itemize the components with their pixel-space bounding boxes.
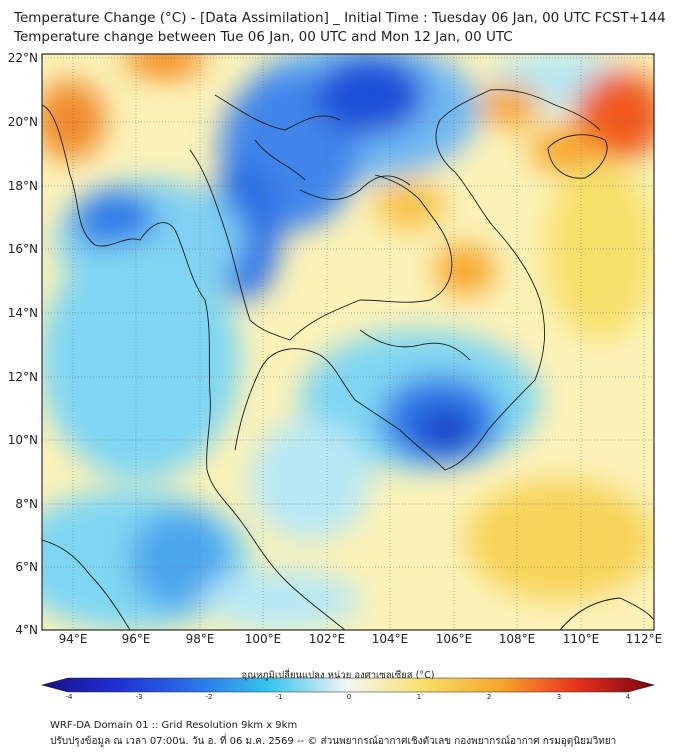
colorbar-tick: -1: [275, 693, 283, 701]
lon-label: 98°E: [185, 632, 215, 646]
lat-label: 4°N: [15, 623, 38, 637]
lon-label: 108°E: [498, 632, 536, 646]
lon-label: 102°E: [308, 632, 346, 646]
lon-label: 112°E: [625, 632, 663, 646]
lon-label: 104°E: [371, 632, 409, 646]
lat-label: 14°N: [7, 306, 38, 320]
lat-label: 16°N: [7, 242, 38, 256]
lat-label: 18°N: [7, 179, 38, 193]
field-layer: [42, 54, 654, 630]
lat-label: 12°N: [7, 370, 38, 384]
map-subtitle: Temperature change between Tue 06 Jan, 0…: [14, 29, 513, 45]
coastlines: [42, 89, 654, 630]
colorbar-label: อุณหภูมิเปลี่ยนแปลง หน่วย องศาเซลเซียส (…: [241, 670, 435, 681]
lat-label: 10°N: [7, 433, 38, 447]
footer-model-info: WRF-DA Domain 01 :: Grid Resolution 9km …: [50, 720, 298, 731]
lon-label: 96°E: [121, 632, 151, 646]
lon-label: 110°E: [562, 632, 600, 646]
lon-label: 100°E: [244, 632, 282, 646]
footer-credit: ปรับปรุงข้อมูล ณ เวลา 07:00น. วัน อ. ที่…: [50, 736, 617, 747]
graticule: [42, 54, 654, 630]
colorbar: [40, 677, 656, 693]
colorbar-tick: 1: [416, 693, 422, 701]
lon-label: 94°E: [58, 632, 88, 646]
lat-label: 20°N: [7, 115, 38, 129]
lat-label: 22°N: [7, 51, 38, 65]
colorbar-tick: 0: [346, 693, 352, 701]
lat-label: 8°N: [15, 497, 38, 511]
colorbar-tick: 2: [486, 693, 492, 701]
map-title: Temperature Change (°C) - [Data Assimila…: [14, 10, 666, 26]
colorbar-tick: -2: [205, 693, 213, 701]
lat-label: 6°N: [15, 560, 38, 574]
temperature-change-map: [40, 53, 656, 693]
map-frame: [41, 53, 655, 631]
lon-label: 106°E: [435, 632, 473, 646]
colorbar-tick: -3: [135, 693, 143, 701]
colorbar-tick: 3: [556, 693, 562, 701]
colorbar-tick: -4: [65, 693, 73, 701]
colorbar-tick: 4: [625, 693, 631, 701]
